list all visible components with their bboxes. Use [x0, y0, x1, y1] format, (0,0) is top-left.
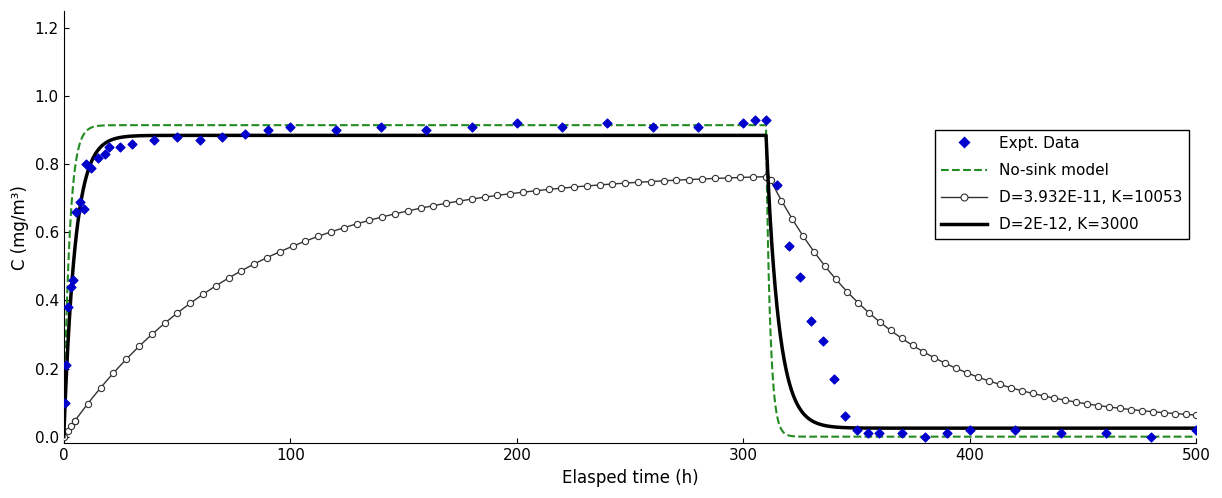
- Point: [960, 426, 980, 434]
- Point: [870, 429, 890, 437]
- Point: [1051, 429, 1070, 437]
- Point: [95, 150, 115, 158]
- Point: [88, 153, 108, 161]
- Point: [326, 126, 346, 134]
- Point: [756, 116, 776, 124]
- Point: [937, 429, 957, 437]
- Point: [745, 116, 765, 124]
- Point: [258, 126, 277, 134]
- Point: [77, 160, 97, 168]
- Point: [122, 140, 142, 148]
- Point: [81, 164, 100, 172]
- Legend: Expt. Data, No-sink model, D=3.932E-11, K=10053, D=2E-12, K=3000: Expt. Data, No-sink model, D=3.932E-11, …: [935, 129, 1189, 239]
- Point: [892, 429, 912, 437]
- Point: [836, 412, 855, 420]
- Point: [75, 205, 94, 213]
- Point: [791, 273, 810, 281]
- Point: [417, 126, 436, 134]
- Point: [99, 143, 119, 151]
- Point: [1096, 429, 1116, 437]
- Point: [507, 120, 527, 127]
- Point: [111, 143, 131, 151]
- Point: [66, 208, 86, 216]
- Point: [733, 120, 753, 127]
- Point: [1141, 433, 1161, 441]
- Point: [213, 133, 232, 141]
- Point: [915, 433, 935, 441]
- Point: [70, 198, 89, 206]
- Point: [1187, 426, 1206, 434]
- Point: [55, 398, 75, 406]
- Point: [858, 429, 877, 437]
- Point: [281, 123, 301, 131]
- Point: [643, 123, 662, 131]
- Point: [1006, 426, 1025, 434]
- Point: [59, 303, 78, 311]
- Point: [688, 123, 708, 131]
- Point: [167, 133, 187, 141]
- Point: [824, 375, 843, 383]
- Point: [802, 317, 821, 325]
- Y-axis label: C (mg/m³): C (mg/m³): [11, 185, 29, 270]
- Point: [371, 123, 391, 131]
- Point: [778, 242, 798, 250]
- Point: [64, 276, 83, 284]
- Point: [813, 337, 832, 345]
- Point: [56, 361, 76, 369]
- Point: [598, 120, 617, 127]
- Point: [144, 136, 164, 144]
- Point: [767, 181, 787, 189]
- Point: [552, 123, 572, 131]
- Point: [847, 426, 866, 434]
- Point: [235, 129, 254, 137]
- Point: [462, 123, 481, 131]
- Point: [189, 136, 209, 144]
- X-axis label: Elasped time (h): Elasped time (h): [562, 469, 699, 487]
- Point: [61, 283, 81, 291]
